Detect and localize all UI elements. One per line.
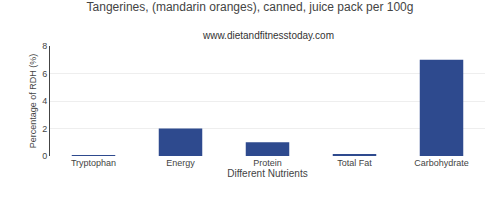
svg-text:Carbohydrate: Carbohydrate <box>414 158 469 168</box>
svg-text:4: 4 <box>42 96 47 106</box>
svg-text:2: 2 <box>42 124 47 134</box>
svg-text:Tangerines, (mandarin oranges): Tangerines, (mandarin oranges), canned, … <box>87 0 414 14</box>
svg-text:Percentage of RDH (%): Percentage of RDH (%) <box>28 54 38 149</box>
svg-text:Tryptophan: Tryptophan <box>71 158 116 168</box>
svg-text:0: 0 <box>42 151 47 161</box>
svg-text:8: 8 <box>42 41 47 51</box>
svg-text:Protein: Protein <box>253 158 282 168</box>
svg-text:6: 6 <box>42 69 47 79</box>
svg-text:Energy: Energy <box>166 158 195 168</box>
svg-text:Different Nutrients: Different Nutrients <box>227 168 307 179</box>
svg-text:Total Fat: Total Fat <box>337 158 372 168</box>
svg-text:www.dietandfitnesstoday.com: www.dietandfitnesstoday.com <box>202 30 334 41</box>
